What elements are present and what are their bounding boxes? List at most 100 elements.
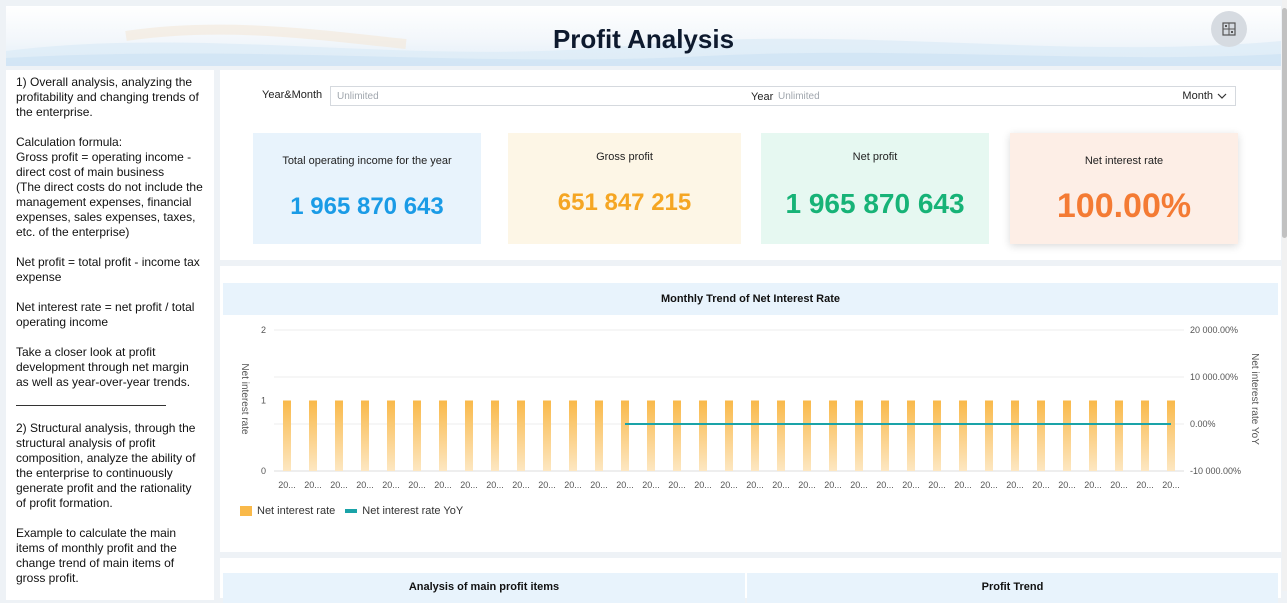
x-tick-label: 20...	[1110, 480, 1128, 490]
scrollbar-thumb[interactable]	[1282, 8, 1287, 238]
note-net-profit-formula: Net profit = total profit - income tax e…	[16, 255, 200, 284]
x-tick-label: 20...	[928, 480, 946, 490]
bar	[309, 400, 317, 471]
x-tick-label: 20...	[486, 480, 504, 490]
note-overall-analysis: 1) Overall analysis, analyzing the profi…	[16, 75, 199, 119]
bar	[803, 400, 811, 471]
kpi-card-net-profit: Net profit 1 965 870 643	[761, 133, 989, 244]
note-structural-analysis: 2) Structural analysis, through the stru…	[16, 421, 196, 510]
bar	[465, 400, 473, 471]
chart-title: Monthly Trend of Net Interest Rate	[223, 283, 1278, 315]
tab-profit-trend[interactable]: Profit Trend	[747, 573, 1278, 603]
bar	[777, 400, 785, 471]
x-tick-label: 20...	[330, 480, 348, 490]
note-net-interest-formula: Net interest rate = net profit / total o…	[16, 300, 195, 329]
notes-panel: 1) Overall analysis, analyzing the profi…	[6, 70, 214, 600]
x-tick-label: 20...	[512, 480, 530, 490]
bar	[543, 400, 551, 471]
kpi-label: Net interest rate	[1084, 155, 1164, 167]
kpi-label: Net profit	[852, 151, 898, 163]
bar	[829, 400, 837, 471]
y2-axis-label: Net interest rate YoY	[1249, 353, 1260, 445]
x-tick-label: 20...	[1162, 480, 1180, 490]
bar	[725, 400, 733, 471]
y2-tick-label: 10 000.00%	[1190, 372, 1238, 382]
x-tick-label: 20...	[1006, 480, 1024, 490]
month-select-label: Month	[1182, 90, 1213, 102]
x-tick-label: 20...	[694, 480, 712, 490]
x-tick-label: 20...	[642, 480, 660, 490]
kpi-value: 1 965 870 643	[290, 193, 444, 220]
bar	[881, 400, 889, 471]
bar	[413, 400, 421, 471]
bar	[1089, 400, 1097, 471]
kpi-value: 1 965 870 643	[785, 188, 965, 219]
kpi-card-total-income: Total operating income for the year 1 96…	[253, 133, 481, 244]
page-scrollbar[interactable]	[1282, 0, 1287, 591]
bar	[1011, 400, 1019, 471]
x-tick-label: 20...	[382, 480, 400, 490]
year-input[interactable]: Unlimited	[778, 91, 820, 102]
settings-button[interactable]	[1211, 11, 1247, 47]
y2-tick-label: -10 000.00%	[1190, 466, 1241, 476]
note-calculation-formula: Calculation formula: Gross profit = oper…	[16, 135, 203, 239]
legend-item-net-interest-rate-yoy[interactable]: Net interest rate YoY	[345, 505, 463, 517]
bar	[595, 400, 603, 471]
y2-tick-label: 0.00%	[1190, 419, 1216, 429]
header-wave-decoration	[6, 24, 1281, 66]
x-tick-label: 20...	[824, 480, 842, 490]
x-tick-label: 20...	[590, 480, 608, 490]
bar	[335, 400, 343, 471]
bar	[907, 400, 915, 471]
bar	[439, 400, 447, 471]
year-month-input[interactable]: Unlimited	[337, 91, 379, 102]
filter-bar: Unlimited Year Unlimited Month	[330, 86, 1236, 106]
year-month-label: Year&Month	[262, 89, 323, 101]
legend-item-net-interest-rate[interactable]: Net interest rate	[240, 505, 335, 517]
x-tick-label: 20...	[1084, 480, 1102, 490]
legend-label: Net interest rate YoY	[362, 505, 464, 517]
chevron-down-icon	[1217, 93, 1227, 99]
bottom-panel: Analysis of main profit items Profit Tre…	[220, 558, 1281, 603]
bar	[647, 400, 655, 471]
year-label: Year	[751, 91, 774, 103]
legend-swatch	[345, 509, 358, 513]
x-tick-label: 20...	[460, 480, 478, 490]
tab-main-profit-items[interactable]: Analysis of main profit items	[223, 573, 745, 603]
x-tick-label: 20...	[538, 480, 556, 490]
bar	[621, 400, 629, 471]
bar	[1037, 400, 1045, 471]
x-tick-label: 20...	[304, 480, 322, 490]
kpi-value: 100.00%	[1056, 187, 1192, 225]
bar	[933, 400, 941, 471]
month-select[interactable]: Month	[1182, 90, 1227, 102]
x-tick-label: 20...	[1136, 480, 1154, 490]
bar	[491, 400, 499, 471]
x-tick-label: 20...	[434, 480, 452, 490]
legend-swatch	[240, 506, 252, 516]
y-tick-label: 2	[261, 325, 266, 335]
x-tick-label: 20...	[798, 480, 816, 490]
kpi-panel: Year&Month Unlimited Year Unlimited Mont…	[220, 70, 1281, 260]
x-tick-label: 20...	[616, 480, 634, 490]
bar	[569, 400, 577, 471]
x-tick-label: 20...	[902, 480, 920, 490]
x-tick-label: 20...	[980, 480, 998, 490]
chart-legend: Net interest rate Net interest rate YoY	[240, 505, 463, 517]
grid-settings-icon	[1222, 22, 1236, 36]
bar	[985, 400, 993, 471]
legend-label: Net interest rate	[257, 505, 336, 517]
page-header: Profit Analysis	[6, 6, 1281, 66]
kpi-card-net-interest-rate: Net interest rate 100.00%	[1010, 133, 1238, 244]
kpi-card-gross-profit: Gross profit 651 847 215	[508, 133, 741, 244]
x-tick-label: 20...	[746, 480, 764, 490]
x-tick-label: 20...	[1032, 480, 1050, 490]
page-title: Profit Analysis	[552, 24, 735, 54]
bar	[1115, 400, 1123, 471]
bar	[1141, 400, 1149, 471]
bar	[387, 400, 395, 471]
x-tick-label: 20...	[720, 480, 738, 490]
y-tick-label: 0	[261, 466, 266, 476]
bar	[751, 400, 759, 471]
kpi-value: 651 847 215	[557, 189, 692, 216]
